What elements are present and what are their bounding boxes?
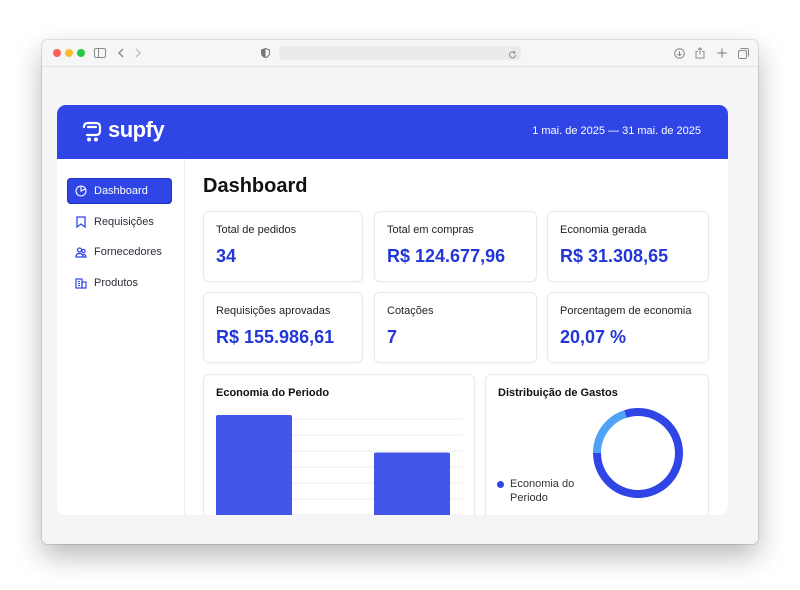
app-header: supfy 1 mai. de 2025 — 31 mai. de 2025	[57, 105, 728, 159]
stat-label: Total em compras	[387, 224, 474, 236]
sidebar-item-label: Dashboard	[94, 185, 148, 197]
donut-chart	[593, 408, 683, 498]
page-content: supfy 1 mai. de 2025 — 31 mai. de 2025 D…	[42, 67, 758, 544]
new-tab-icon[interactable]	[716, 44, 728, 62]
stat-card-cotacoes: Cotações 7	[374, 292, 537, 363]
donut-slice	[593, 408, 683, 498]
reload-icon[interactable]	[508, 47, 517, 65]
share-icon[interactable]	[694, 44, 706, 62]
stat-card-economia-gerada: Economia gerada R$ 31.308,65	[547, 211, 709, 282]
pie-chart-icon	[75, 185, 87, 197]
stat-label: Cotações	[387, 305, 434, 317]
page-title: Dashboard	[203, 175, 308, 197]
panel-title: Economia do Periodo	[216, 387, 330, 399]
sidebar-icon[interactable]	[93, 44, 107, 62]
stat-label: Porcentagem de economia	[560, 305, 692, 317]
stat-card-total-pedidos: Total de pedidos 34	[203, 211, 363, 282]
stat-value: R$ 155.986,61	[216, 327, 335, 347]
address-bar[interactable]	[279, 46, 521, 60]
panel-title: Distribuição de Gastos	[498, 387, 618, 399]
stat-card-total-compras: Total em compras R$ 124.677,96	[374, 211, 537, 282]
close-window-button[interactable]	[53, 49, 61, 57]
bookmark-icon	[75, 216, 87, 228]
stat-label: Economia gerada	[560, 224, 647, 236]
browser-window: supfy 1 mai. de 2025 — 31 mai. de 2025 D…	[42, 40, 758, 544]
building-icon	[75, 277, 87, 289]
stat-value: R$ 124.677,96	[387, 246, 506, 266]
stat-label: Requisições aprovadas	[216, 305, 331, 317]
app-container: supfy 1 mai. de 2025 — 31 mai. de 2025 D…	[57, 105, 728, 515]
stat-value: 20,07 %	[560, 327, 627, 347]
stat-label: Total de pedidos	[216, 224, 297, 236]
sidebar: Dashboard Requisições Fornecedores	[57, 159, 185, 515]
sidebar-item-fornecedores[interactable]: Fornecedores	[67, 239, 172, 265]
zoom-window-button[interactable]	[77, 49, 85, 57]
stat-value: 34	[216, 246, 237, 266]
sidebar-item-dashboard[interactable]: Dashboard	[67, 178, 172, 204]
stat-value: 7	[387, 327, 398, 347]
stat-card-requisicoes-aprovadas: Requisições aprovadas R$ 155.986,61	[203, 292, 363, 363]
minimize-window-button[interactable]	[65, 49, 73, 57]
sidebar-item-requisicoes[interactable]: Requisições	[67, 209, 172, 235]
brand-name: supfy	[108, 117, 165, 142]
sidebar-item-produtos[interactable]: Produtos	[67, 270, 172, 296]
cart-logo-icon	[82, 121, 102, 142]
forward-icon[interactable]	[133, 44, 143, 62]
bar	[374, 452, 450, 515]
browser-toolbar	[42, 40, 758, 67]
tabs-overview-icon[interactable]	[737, 44, 749, 62]
privacy-shield-icon[interactable]	[260, 44, 270, 62]
sidebar-item-label: Fornecedores	[94, 246, 162, 258]
date-range[interactable]: 1 mai. de 2025 — 31 mai. de 2025	[532, 125, 701, 137]
back-icon[interactable]	[116, 44, 126, 62]
economy-chart-panel: Economia do Periodo	[203, 374, 475, 515]
sidebar-item-label: Requisições	[94, 216, 154, 228]
stat-card-porcentagem-economia: Porcentagem de economia 20,07 %	[547, 292, 709, 363]
distribution-chart-panel: Distribuição de Gastos Economia do Perio…	[485, 374, 709, 515]
bar	[216, 415, 292, 515]
downloads-icon[interactable]	[673, 44, 685, 62]
sidebar-item-label: Produtos	[94, 277, 139, 289]
donut-slice	[593, 410, 627, 454]
stat-value: R$ 31.308,65	[560, 246, 669, 266]
bar-chart	[216, 415, 462, 515]
legend-label: Economia do Periodo	[510, 478, 575, 504]
users-icon	[75, 246, 87, 258]
legend-swatch	[497, 481, 504, 488]
